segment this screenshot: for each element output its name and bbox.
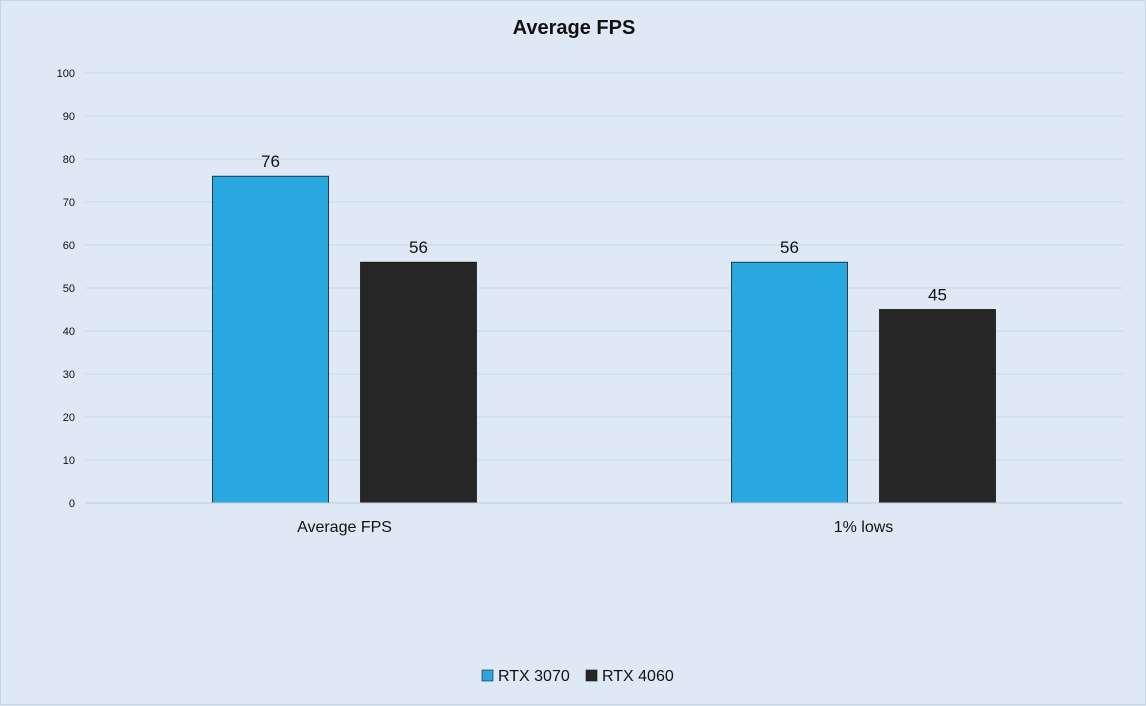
- legend-label: RTX 3070: [498, 668, 570, 685]
- x-category-label: 1% lows: [834, 519, 894, 536]
- x-category-label: Average FPS: [297, 519, 392, 536]
- data-label: 76: [261, 152, 280, 171]
- legend-swatch: [481, 669, 494, 682]
- data-label: 45: [928, 286, 947, 305]
- y-tick-label: 80: [63, 154, 75, 166]
- y-tick-label: 20: [63, 412, 75, 424]
- chart-title: Average FPS: [513, 17, 636, 39]
- legend-label: RTX 4060: [602, 668, 674, 685]
- bar-rtx-3070-1: [731, 261, 848, 504]
- y-tick-label: 100: [57, 68, 75, 80]
- y-tick-label: 0: [69, 498, 75, 510]
- x-axis: Average FPS 1% lows: [85, 502, 1123, 536]
- y-axis: 0 10 20 30 40 50 60 70 80 90 100: [57, 68, 75, 510]
- y-tick-label: 50: [63, 283, 75, 295]
- legend: RTX 3070 RTX 4060: [481, 668, 674, 685]
- y-tick-label: 30: [63, 369, 75, 381]
- legend-swatch: [585, 669, 598, 682]
- y-tick-label: 70: [63, 197, 75, 209]
- y-tick-label: 10: [63, 455, 75, 467]
- y-tick-label: 60: [63, 240, 75, 252]
- data-label: 56: [409, 238, 428, 257]
- y-tick-label: 90: [63, 111, 75, 123]
- bar-rtx-3070-0: [212, 175, 329, 504]
- bar-rtx-4060-0: [360, 261, 477, 504]
- data-label: 56: [780, 238, 799, 257]
- bars: 76 56 56 45: [212, 152, 996, 504]
- bar-rtx-4060-1: [879, 309, 996, 504]
- y-tick-label: 40: [63, 326, 75, 338]
